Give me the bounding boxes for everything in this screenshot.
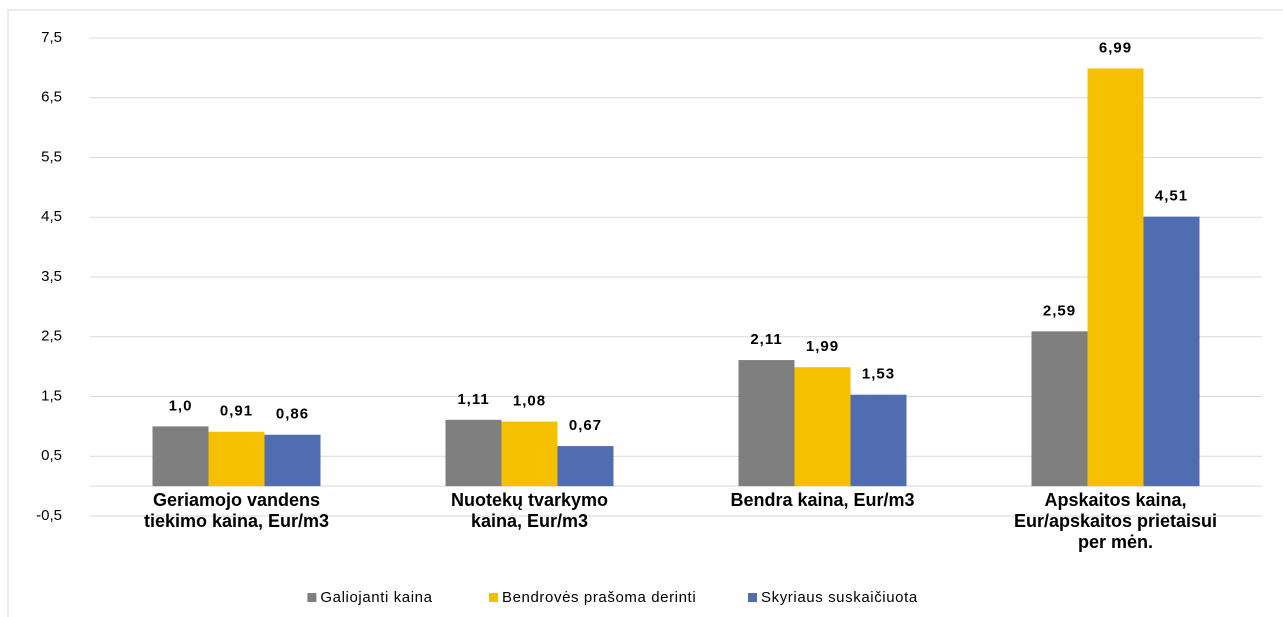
x-tick-label: Apskaitos kaina, Eur/apskaitos prietaisu… [1013,490,1218,552]
x-tick-label: Nuotekų tvarkymo kaina, Eur/m3 [450,490,609,531]
data-label: 4,51 [1155,188,1188,205]
bar [1031,331,1088,487]
data-label: 6,99 [1099,39,1132,56]
data-label: 1,11 [457,391,489,408]
bar [557,446,614,487]
y-tick-label: 5,5 [41,148,62,165]
data-label: 1,53 [862,366,895,383]
bar [850,394,907,487]
x-tick-label: Geriamojo vandens tiekimo kaina, Eur/m3 [143,490,330,531]
x-tick-label: Bendra kaina, Eur/m3 [730,490,915,510]
data-label: 0,91 [220,403,253,420]
bar [1087,68,1144,487]
legend-swatch [748,593,757,602]
y-tick-label: 1,5 [41,387,62,404]
y-tick-label: 0,5 [41,447,62,464]
data-label: 1,99 [806,338,839,355]
y-tick-label: 2,5 [41,328,62,345]
data-label: 0,86 [276,406,309,423]
data-label: 0,67 [569,417,602,434]
data-label: 1,08 [513,393,546,410]
chart-border [7,9,1283,617]
y-tick-label: 3,5 [41,268,62,285]
bar [264,434,321,487]
y-tick-label: 4,5 [41,208,62,225]
y-tick-label: 6,5 [41,89,62,106]
bar [208,431,265,487]
data-label: 2,59 [1043,302,1076,319]
bar [738,360,795,487]
bar [794,367,851,487]
data-label: 1,0 [169,397,193,414]
legend-label: Bendrovės prašoma derinti [502,589,696,606]
data-label: 2,11 [750,331,782,348]
bar [445,419,502,487]
legend-swatch [489,593,498,602]
bar [501,421,558,487]
bar [1143,216,1200,487]
y-tick-label: 7,5 [41,29,62,46]
y-tick-label: -0,5 [36,507,62,524]
legend-swatch [307,593,317,602]
legend-label: Skyriaus suskaičiuota [761,589,918,606]
legend-label: Galiojanti kaina [320,589,432,606]
bar [152,426,209,487]
